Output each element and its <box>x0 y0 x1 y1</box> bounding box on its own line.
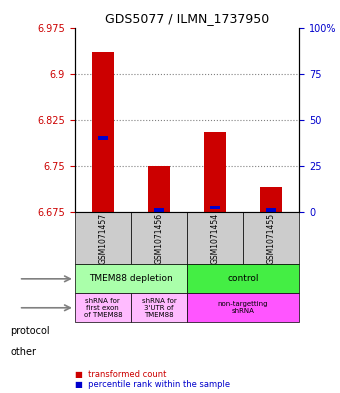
Text: GSM1071455: GSM1071455 <box>267 213 276 264</box>
Text: GSM1071454: GSM1071454 <box>210 213 220 264</box>
Text: shRNA for
first exon
of TMEM88: shRNA for first exon of TMEM88 <box>84 298 122 318</box>
Bar <box>131 212 187 264</box>
Bar <box>98 136 108 140</box>
Text: GSM1071456: GSM1071456 <box>154 213 164 264</box>
Bar <box>148 166 170 212</box>
Text: protocol: protocol <box>10 326 50 336</box>
Text: ■  transformed count: ■ transformed count <box>75 370 166 378</box>
Text: other: other <box>10 347 36 357</box>
Bar <box>75 212 131 264</box>
Bar <box>154 208 164 212</box>
Text: control: control <box>227 274 259 283</box>
Bar <box>131 293 187 322</box>
Text: ■  percentile rank within the sample: ■ percentile rank within the sample <box>75 380 230 389</box>
Title: GDS5077 / ILMN_1737950: GDS5077 / ILMN_1737950 <box>105 12 269 25</box>
Bar <box>204 132 226 212</box>
Bar <box>266 208 276 212</box>
Bar <box>243 212 299 264</box>
Bar <box>187 212 243 264</box>
Bar <box>75 293 131 322</box>
Bar <box>91 52 114 212</box>
Text: TMEM88 depletion: TMEM88 depletion <box>89 274 173 283</box>
Bar <box>187 264 299 293</box>
Bar <box>187 293 299 322</box>
Text: shRNA for
3'UTR of
TMEM88: shRNA for 3'UTR of TMEM88 <box>141 298 176 318</box>
Text: GSM1071457: GSM1071457 <box>98 213 107 264</box>
Bar <box>260 187 282 212</box>
Text: non-targetting
shRNA: non-targetting shRNA <box>218 301 268 314</box>
Bar <box>75 264 187 293</box>
Bar <box>210 206 220 209</box>
